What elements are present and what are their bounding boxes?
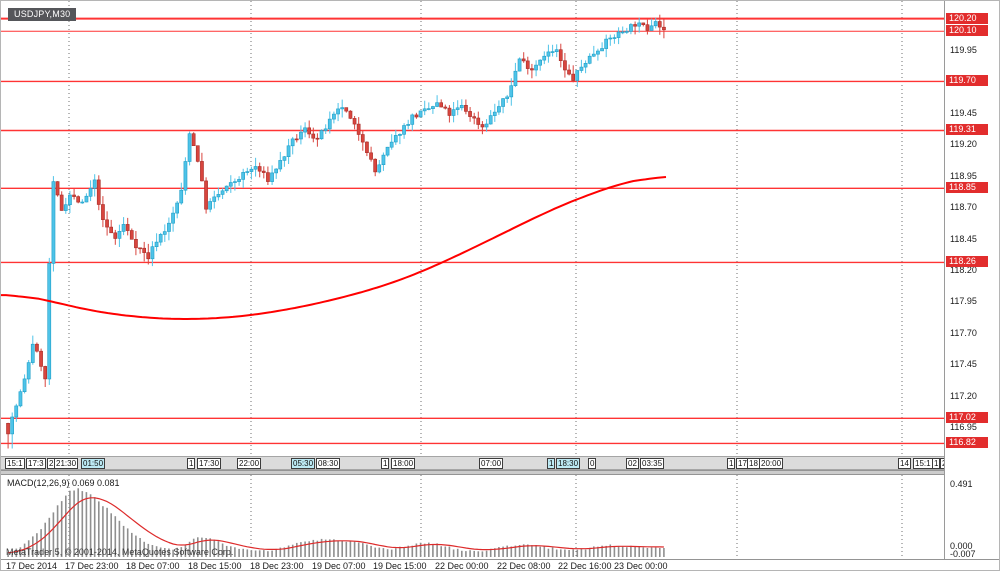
macd-axis-tick: -0.007 (950, 549, 976, 559)
price-axis: 119.95 119.45 119.20 118.95 118.70 118.45 118.… (944, 1, 999, 570)
time-marker: 15:1 (913, 458, 933, 469)
date-axis-label: 22 Dec 00:00 (435, 561, 489, 571)
time-marker: 17:3 (26, 458, 46, 469)
price-axis-tick: 118.70 (950, 202, 977, 213)
time-marker: 01:50 (81, 458, 106, 469)
date-axis-label: 17 Dec 2014 (6, 561, 58, 571)
moving-average-line (1, 176, 667, 320)
time-marker-strip: 15:1 17:3 2 21:30 01:50 1 17:30 22:00 05:30 08:30… (1, 456, 949, 470)
price-line-label: 117.02 (946, 412, 988, 424)
price-line-label: 119.70 (946, 75, 988, 87)
date-axis-label: 19 Dec 07:00 (312, 561, 366, 571)
date-axis-label: 22 Dec 16:00 (558, 561, 612, 571)
date-axis-label: 18 Dec 23:00 (250, 561, 304, 571)
price-axis-tick: 119.20 (950, 139, 977, 150)
price-axis-tick: 119.45 (950, 107, 977, 118)
time-marker: 18:30 (556, 458, 581, 469)
date-axis-label: 23 Dec 00:00 (614, 561, 668, 571)
time-marker: 03:35 (640, 458, 665, 469)
symbol-timeframe-label: USDJPY,M30 (8, 8, 77, 21)
macd-signal-line (8, 497, 664, 554)
price-axis-tick: 118.45 (950, 233, 977, 244)
time-marker: 22:00 (237, 458, 262, 469)
time-marker: 08:30 (316, 458, 341, 469)
date-axis-label: 17 Dec 23:00 (65, 561, 119, 571)
time-marker: 05:30 (291, 458, 316, 469)
macd-indicator-label: MACD(12,26,9) 0.069 0.081 (7, 478, 120, 488)
macd-canvas[interactable] (1, 475, 944, 559)
time-marker: 17:30 (197, 458, 222, 469)
copyright-watermark: MetaTrader 5, © 2001-2014, MetaQuotes So… (6, 547, 234, 557)
time-marker: 0 (588, 458, 597, 469)
date-axis: 17 Dec 2014 17 Dec 23:00 18 Dec 07:00 18 De… (1, 559, 999, 571)
time-marker: 1 (727, 458, 736, 469)
price-line-label: 116.82 (946, 437, 988, 449)
time-marker: 15:1 (5, 458, 25, 469)
date-axis-label: 22 Dec 08:00 (497, 561, 551, 571)
time-marker: 18:00 (391, 458, 416, 469)
price-axis-tick: 117.95 (950, 296, 977, 307)
time-marker: 1 (187, 458, 196, 469)
price-axis-tick: 116.95 (950, 422, 977, 433)
time-marker: 21:30 (54, 458, 79, 469)
time-marker: 18 (747, 458, 760, 469)
price-axis-tick: 117.45 (950, 359, 977, 370)
date-axis-label: 18 Dec 15:00 (188, 561, 242, 571)
time-marker: 1 (381, 458, 390, 469)
price-line-label: 119.31 (946, 124, 988, 136)
date-axis-label: 18 Dec 07:00 (126, 561, 180, 571)
price-axis-tick: 117.70 (950, 327, 977, 338)
time-marker: 14 (898, 458, 911, 469)
price-line-label: 118.85 (946, 182, 988, 194)
time-marker: 07:00 (479, 458, 504, 469)
main-chart-canvas[interactable] (1, 1, 944, 456)
price-line-label: 120.20 (946, 12, 988, 24)
price-line-label: 120.10 (946, 25, 988, 37)
time-marker: 1 (932, 458, 941, 469)
panel-splitter[interactable] (1, 470, 944, 475)
price-axis-tick: 119.95 (950, 45, 977, 56)
time-marker: 1 (547, 458, 556, 469)
price-axis-tick: 118.95 (950, 170, 977, 181)
macd-axis-tick: 0.491 (950, 479, 973, 489)
time-marker: 02 (626, 458, 639, 469)
price-axis-tick: 118.20 (950, 264, 977, 275)
price-line-label: 118.26 (946, 256, 988, 268)
price-axis-tick: 117.20 (950, 390, 977, 401)
macd-axis-tick: 0.000 (950, 541, 973, 551)
time-marker: 20:00 (759, 458, 784, 469)
date-axis-label: 19 Dec 15:00 (373, 561, 427, 571)
